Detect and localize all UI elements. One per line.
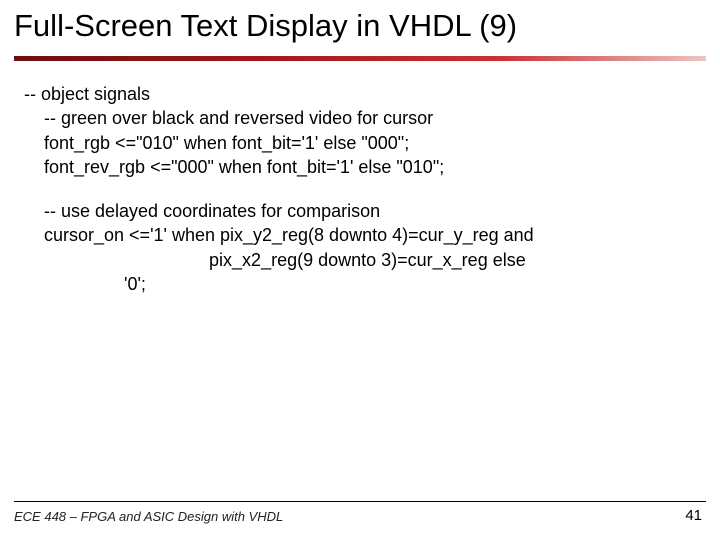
footer-text: ECE 448 – FPGA and ASIC Design with VHDL [14,509,283,524]
code-line: cursor_on <='1' when pix_y2_reg(8 downto… [24,223,696,247]
page-number: 41 [685,507,702,524]
page-title: Full-Screen Text Display in VHDL (9) [14,8,706,44]
code-line: font_rgb <="010" when font_bit='1' else … [24,131,696,155]
code-line: -- object signals [24,82,696,106]
code-line: font_rev_rgb <="000" when font_bit='1' e… [24,155,696,179]
code-line: -- green over black and reversed video f… [24,106,696,130]
code-line: -- use delayed coordinates for compariso… [24,199,696,223]
slide: Full-Screen Text Display in VHDL (9) -- … [0,0,720,540]
title-divider [14,56,706,61]
code-line: '0'; [24,272,696,296]
blank-line [24,179,696,199]
code-line: pix_x2_reg(9 downto 3)=cur_x_reg else [24,248,696,272]
code-block: -- object signals -- green over black an… [24,82,696,296]
footer-divider [14,501,706,502]
